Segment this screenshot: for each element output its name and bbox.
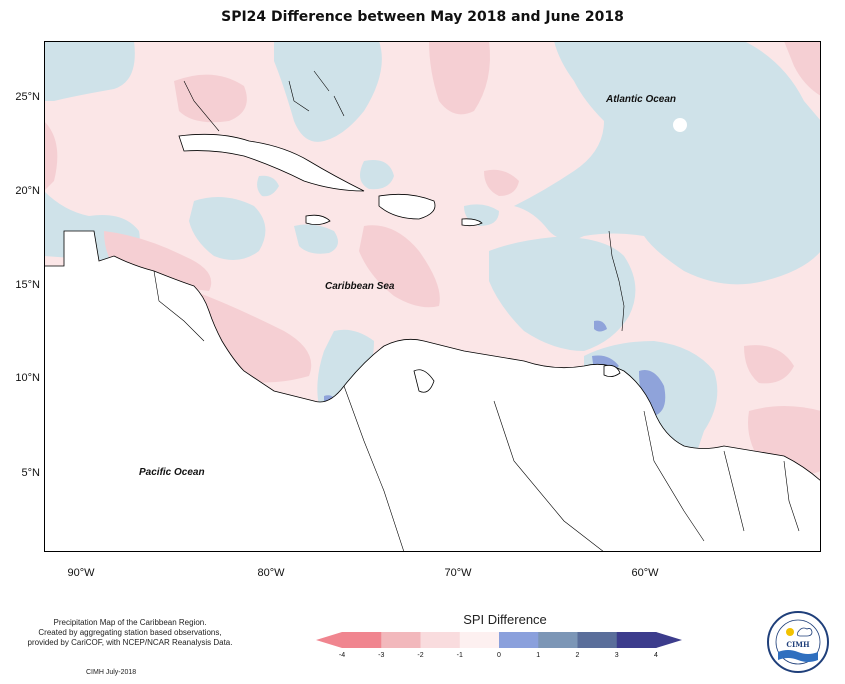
legend-colorbar: [316, 632, 682, 648]
legend-swatch-2: [420, 632, 461, 648]
lat-label-20: 20°N: [15, 185, 40, 197]
border-guatemala-honduras: [153, 270, 205, 342]
cuba: [178, 133, 365, 192]
legend-tick-label: 3: [614, 652, 619, 659]
negative-anomaly-regions: [44, 41, 821, 475]
credits-line-2: Created by aggregating station based obs…: [38, 628, 222, 637]
bahamas-islands: [288, 70, 345, 117]
legend-tick-label: 4: [654, 652, 658, 659]
pink-region-bahamas-north: [429, 41, 490, 115]
pink-region-hispaniola-east: [484, 169, 519, 196]
pink-region-ne-corner: [784, 41, 821, 96]
legend-tick-label: 0: [497, 652, 501, 659]
legend-swatches: [316, 632, 682, 648]
border-colombia-venezuela: [343, 385, 405, 552]
legend-swatch-7: [616, 632, 657, 648]
lat-label-15: 15°N: [15, 279, 40, 291]
blue-region-central: [189, 197, 266, 260]
blue-region-cuba-south: [360, 160, 394, 190]
pink-region-florida: [174, 74, 247, 123]
lon-label-70: 70°W: [444, 567, 472, 579]
lat-label-5: 5°N: [21, 467, 40, 479]
lat-label-25: 25°N: [15, 91, 40, 103]
lat-label-10: 10°N: [15, 372, 40, 384]
lesser-antilles: [608, 230, 625, 332]
puerto-rico: [461, 218, 483, 227]
legend-arrow-left: [316, 632, 342, 648]
country-borders: [153, 70, 800, 552]
spi-map: [44, 41, 821, 552]
blue-mid-grenada: [594, 320, 607, 332]
legend-arrow-right: [656, 632, 682, 648]
caribbean-sea-label: Caribbean Sea: [325, 281, 395, 292]
lon-label-60: 60°W: [631, 567, 659, 579]
border-venezuela-brazil: [493, 400, 605, 552]
pink-region-central-sea: [359, 225, 440, 308]
trinidad: [603, 364, 621, 377]
legend-tick-label: -3: [378, 652, 385, 659]
legend-tick-label: -2: [417, 652, 424, 659]
pink-region-gulf-west: [44, 121, 58, 191]
credits-line-3: provided by CariCOF, with NCEP/NCAR Rean…: [27, 638, 233, 647]
legend-tick-label: 1: [536, 652, 541, 659]
wave-icon: [778, 650, 818, 662]
pacific-ocean-label: Pacific Ocean: [139, 467, 205, 478]
sun-icon: [786, 628, 794, 636]
lon-label-90: 90°W: [67, 567, 95, 579]
pink-region-atlantic-south: [744, 345, 794, 384]
blue-region-atlantic: [514, 41, 821, 285]
credits-line-1: Precipitation Map of the Caribbean Regio…: [53, 618, 207, 627]
border-guyana-suriname: [723, 450, 745, 532]
blue-region-gulf-nw: [44, 41, 135, 101]
legend-swatch-5: [538, 632, 578, 648]
blue-region-jamaica: [294, 224, 338, 254]
blue-region-small: [257, 175, 279, 197]
cloud-icon: [796, 627, 813, 637]
landmasses: [44, 133, 821, 552]
legend-tick-label: 2: [575, 652, 580, 659]
border-venezuela-guyana: [643, 410, 705, 542]
legend-tick-label: -1: [456, 652, 463, 659]
legend-swatch-4: [499, 632, 539, 648]
atlantic-ocean-label: Atlantic Ocean: [606, 94, 677, 105]
legend-tick-label: -4: [338, 652, 346, 659]
lake-maracaibo-shore: [413, 369, 435, 393]
page-title: SPI24 Difference between May 2018 and Ju…: [221, 9, 624, 25]
blue-region-bahamas: [274, 41, 382, 142]
lon-label-80: 80°W: [257, 567, 285, 579]
credits-footer: CIMH July-2018: [86, 669, 137, 676]
legend-swatch-1: [381, 632, 421, 648]
logo-text: CIMH: [786, 640, 810, 649]
jamaica: [305, 214, 331, 225]
hispaniola: [378, 193, 436, 220]
mainland: [44, 230, 821, 552]
credits-block: Precipitation Map of the Caribbean Regio…: [10, 618, 250, 648]
border-suriname-guiana: [783, 460, 800, 532]
cimh-logo: CIMH: [767, 611, 829, 673]
map-panel[interactable]: [44, 41, 821, 552]
white-spot: [673, 118, 687, 132]
logo-inner-ring: [775, 619, 821, 665]
florida-coast: [183, 80, 220, 132]
legend-swatch-6: [577, 632, 618, 648]
legend-swatch-3: [459, 632, 500, 648]
legend-title: SPI Difference: [463, 612, 547, 627]
legend-swatch-0: [342, 632, 382, 648]
